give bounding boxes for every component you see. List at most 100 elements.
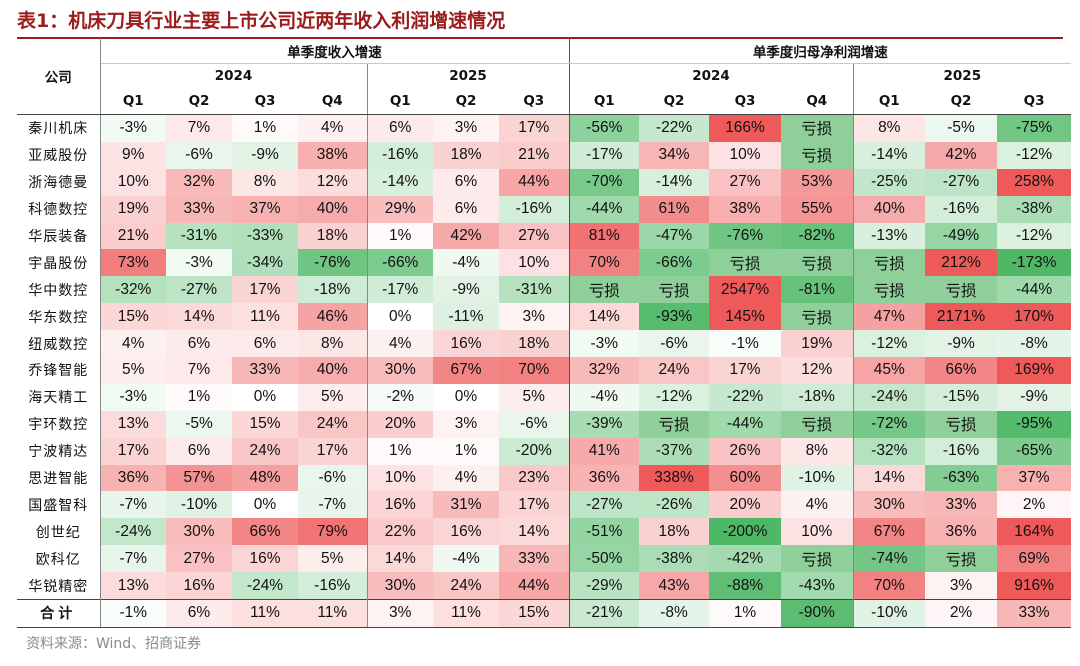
company-name-cell: 宁波精达 [17, 437, 101, 465]
revenue-growth-cell: 73% [100, 249, 166, 277]
profit-growth-cell: 亏损 [781, 249, 854, 277]
profit-growth-cell: 36% [925, 518, 998, 546]
profit-growth-cell: 53% [781, 168, 854, 196]
revenue-growth-cell: 3% [433, 410, 499, 438]
revenue-growth-cell: 11% [298, 599, 368, 628]
revenue-growth-cell: 27% [499, 222, 570, 250]
revenue-growth-cell: 6% [433, 168, 499, 196]
profit-growth-cell: -24% [853, 383, 926, 411]
revenue-growth-cell: 24% [298, 410, 368, 438]
profit-growth-cell: 40% [853, 195, 926, 223]
revenue-growth-cell: -6% [499, 410, 570, 438]
revenue-growth-cell: 57% [166, 464, 232, 492]
revenue-growth-cell: -11% [433, 303, 499, 331]
revenue-growth-cell: 46% [298, 303, 368, 331]
revenue-growth-cell: -5% [166, 410, 232, 438]
revenue-growth-cell: 44% [499, 168, 570, 196]
revenue-growth-cell: 24% [433, 572, 499, 600]
revenue-growth-cell: 15% [232, 410, 298, 438]
revenue-growth-cell: 29% [367, 195, 433, 223]
revenue-growth-cell: 5% [298, 383, 368, 411]
revenue-growth-cell: 11% [232, 599, 298, 628]
revenue-growth-cell: 17% [298, 437, 368, 465]
profit-growth-cell: 20% [709, 491, 782, 519]
revenue-growth-cell: -16% [367, 141, 433, 169]
revenue-growth-cell: -33% [232, 222, 298, 250]
revenue-growth-cell: -32% [100, 276, 166, 304]
quarter-header: Q2 [639, 88, 710, 115]
profit-growth-cell: -66% [639, 249, 710, 277]
revenue-growth-cell: 6% [166, 599, 232, 628]
table-row: 浙海德曼 10% 32% 8% 12% -14% 6% 44% -70% -14% 27% 53% -2… [17, 168, 1072, 196]
profit-growth-cell: -200% [709, 518, 782, 546]
revenue-growth-cell: 42% [433, 222, 499, 250]
revenue-growth-cell: 37% [232, 195, 298, 223]
profit-growth-cell: -10% [853, 599, 926, 628]
revenue-growth-cell: 10% [100, 168, 166, 196]
revenue-growth-cell: 22% [367, 518, 433, 546]
profit-growth-cell: -72% [853, 410, 926, 438]
company-name-cell: 华中数控 [17, 276, 101, 304]
revenue-growth-cell: -9% [232, 141, 298, 169]
profit-growth-cell: 12% [781, 357, 854, 384]
revenue-growth-cell: 0% [232, 383, 298, 411]
revenue-growth-cell: 36% [100, 464, 166, 492]
profit-growth-cell: -74% [853, 545, 926, 573]
table-row: 华辰装备 21% -31% -33% 18% 1% 42% 27% 81% -47% -76% -82… [17, 222, 1072, 250]
revenue-growth-cell: 17% [232, 276, 298, 304]
profit-growth-cell: 41% [569, 437, 640, 465]
profit-growth-cell: 47% [853, 303, 926, 331]
revenue-growth-cell: 1% [232, 114, 298, 142]
profit-growth-cell: -50% [569, 545, 640, 573]
revenue-growth-cell: 40% [298, 195, 368, 223]
revenue-growth-cell: -14% [367, 168, 433, 196]
revenue-growth-cell: 10% [499, 249, 570, 277]
profit-growth-cell: 3% [925, 572, 998, 600]
profit-growth-cell: -27% [569, 491, 640, 519]
profit-growth-cell: -12% [997, 222, 1072, 250]
revenue-growth-cell: -7% [298, 491, 368, 519]
revenue-growth-cell: 6% [367, 114, 433, 142]
revenue-growth-cell: 16% [433, 330, 499, 358]
profit-growth-cell: 亏损 [781, 303, 854, 331]
revenue-growth-cell: -17% [367, 276, 433, 304]
table-row: 亚威股份 9% -6% -9% 38% -16% 18% 21% -17% 34% 10% 亏损 -14… [17, 141, 1072, 169]
quarter-header: Q2 [433, 88, 499, 115]
profit-growth-cell: 亏损 [853, 276, 926, 304]
profit-growth-cell: 45% [853, 357, 926, 384]
revenue-growth-cell: -4% [433, 249, 499, 277]
quarter-header: Q4 [781, 88, 854, 115]
profit-growth-cell: 8% [853, 114, 926, 142]
revenue-growth-cell: 4% [367, 330, 433, 358]
revenue-growth-cell: 12% [298, 168, 368, 196]
revenue-growth-cell: 44% [499, 572, 570, 600]
revenue-growth-cell: 31% [433, 491, 499, 519]
profit-growth-cell: -27% [925, 168, 998, 196]
revenue-growth-cell: 33% [166, 195, 232, 223]
profit-growth-cell: -12% [997, 141, 1072, 169]
company-name-cell: 欧科亿 [17, 545, 101, 573]
revenue-growth-cell: -9% [433, 276, 499, 304]
profit-growth-cell: -6% [639, 330, 710, 358]
profit-growth-cell: 70% [853, 572, 926, 600]
profit-growth-cell: 亏损 [781, 114, 854, 142]
revenue-group-header: 单季度收入增速 [100, 38, 570, 64]
revenue-growth-cell: 3% [433, 114, 499, 142]
profit-growth-cell: -51% [569, 518, 640, 546]
profit-growth-cell: 亏损 [781, 545, 854, 573]
profit-growth-cell: 164% [997, 518, 1072, 546]
title-rule [17, 37, 1063, 39]
profit-growth-cell: 亏损 [639, 276, 710, 304]
revenue-growth-cell: 19% [100, 195, 166, 223]
revenue-growth-cell: 70% [499, 357, 570, 384]
profit-growth-cell: 亏损 [709, 249, 782, 277]
company-name-cell: 华东数控 [17, 303, 101, 331]
profit-growth-cell: -82% [781, 222, 854, 250]
company-name-cell: 浙海德曼 [17, 168, 101, 196]
profit-growth-cell: 81% [569, 222, 640, 250]
revenue-growth-cell: 14% [499, 518, 570, 546]
profit-growth-cell: 亏损 [639, 410, 710, 438]
profit-growth-cell: 17% [709, 357, 782, 384]
revenue-growth-cell: 21% [100, 222, 166, 250]
profit-growth-cell: -12% [853, 330, 926, 358]
